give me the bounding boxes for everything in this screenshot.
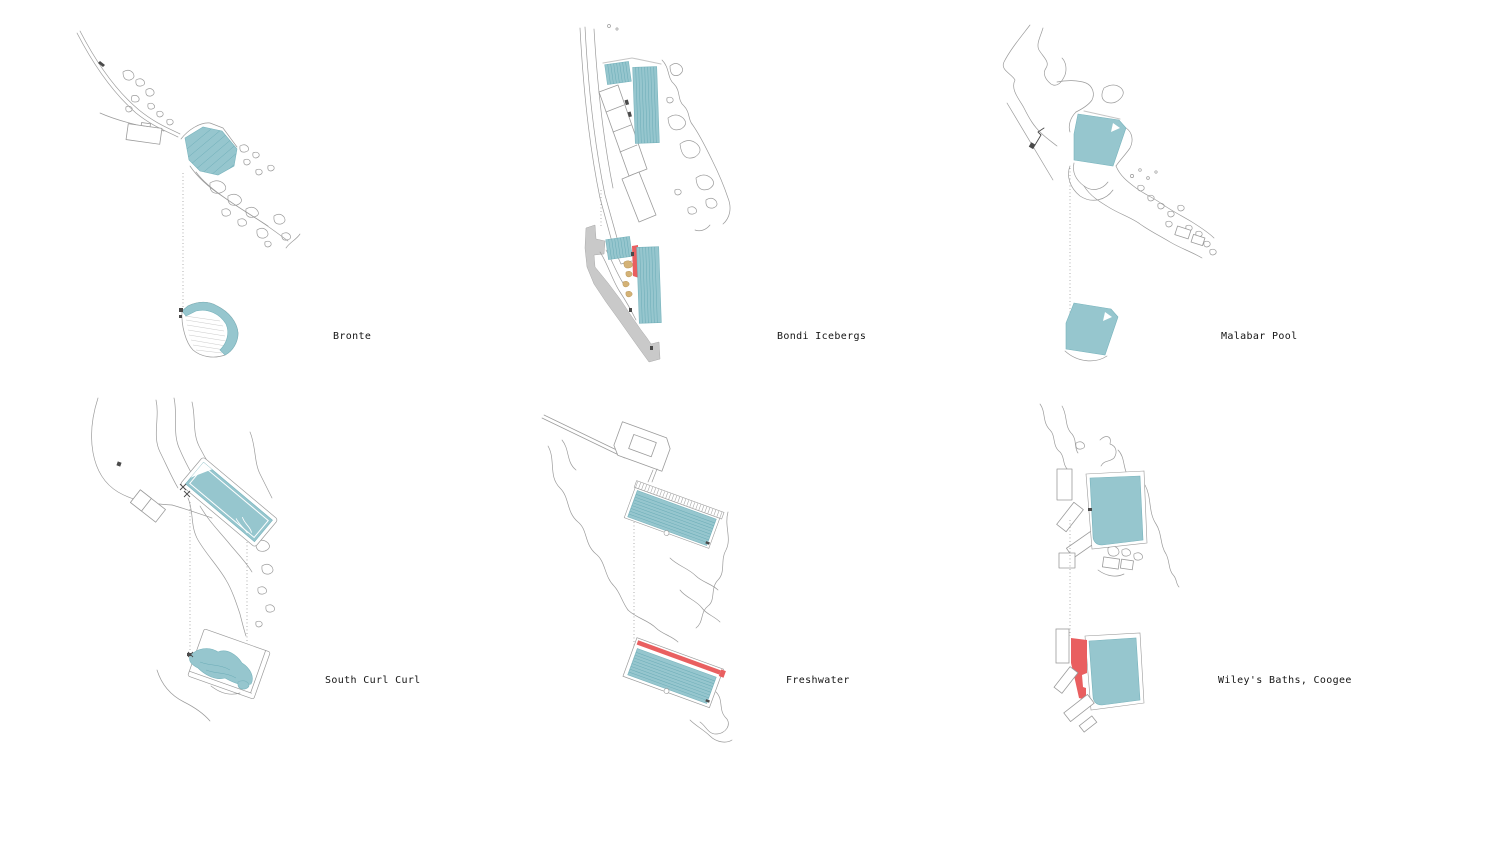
panel-label-south-curl-curl: South Curl Curl xyxy=(325,675,421,686)
panel-wileys-baths-coogee: Wiley's Baths, Coogee xyxy=(980,390,1500,844)
bronte-detail xyxy=(179,301,239,358)
bondi-drawing xyxy=(579,24,731,363)
panel-label-freshwater: Freshwater xyxy=(786,675,850,686)
panel-label-bronte: Bronte xyxy=(333,331,372,342)
malabar-drawing xyxy=(1002,24,1217,362)
panel-label-bondi-icebergs: Bondi Icebergs xyxy=(777,331,867,342)
scc-detail xyxy=(156,628,271,722)
bondi-site-plan xyxy=(579,24,731,265)
panel-malabar-pool: Malabar Pool xyxy=(980,20,1500,365)
fw-detail xyxy=(622,637,733,743)
bronte-pool xyxy=(184,126,238,176)
bronte-drawing xyxy=(76,30,301,358)
panel-label-malabar-pool: Malabar Pool xyxy=(1221,331,1298,342)
panel-bondi-icebergs: Bondi Icebergs xyxy=(520,20,980,365)
wb-pool xyxy=(1085,470,1148,550)
scc-survey-marks xyxy=(179,483,191,498)
fw-pool xyxy=(623,480,725,549)
panel-bronte: Bronte xyxy=(60,20,520,365)
panel-label-wileys-baths-coogee: Wiley's Baths, Coogee xyxy=(1218,675,1352,686)
malabar-detail xyxy=(1064,302,1119,362)
panel-freshwater: Freshwater xyxy=(520,390,980,844)
scc-site-plan xyxy=(91,397,275,637)
wileys-drawing xyxy=(1039,403,1180,733)
bondi-detail xyxy=(584,224,662,363)
wb-site-plan xyxy=(1039,403,1180,588)
freshwater-drawing xyxy=(541,414,733,743)
bondi-pools xyxy=(604,61,660,144)
malabar-pool-shape xyxy=(1073,110,1127,167)
fw-site-plan xyxy=(541,414,729,643)
wb-detail xyxy=(1053,628,1145,733)
scc-pool xyxy=(179,457,278,547)
scc-drawing xyxy=(91,397,278,722)
panel-south-curl-curl: South Curl Curl xyxy=(60,390,520,844)
malabar-site-plan xyxy=(1002,24,1217,259)
bronte-site-plan xyxy=(76,30,301,249)
